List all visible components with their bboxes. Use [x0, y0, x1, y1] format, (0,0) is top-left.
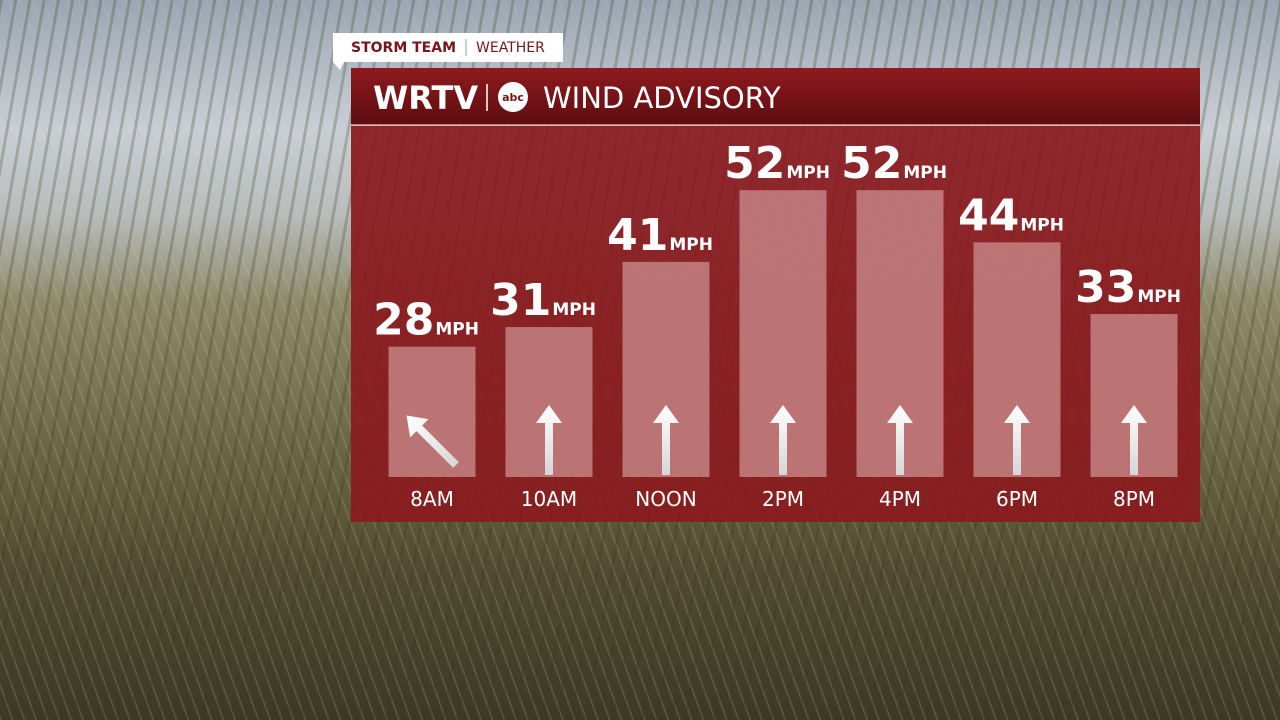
- wind-arrow-shape: [653, 405, 679, 475]
- x-tick-label: 2PM: [762, 487, 804, 511]
- wind-arrow: [770, 405, 796, 475]
- value-unit: MPH: [435, 320, 479, 340]
- value-unit: MPH: [903, 163, 947, 183]
- value-number: 52: [724, 138, 785, 189]
- network-logo: [498, 82, 528, 112]
- value-number: 33: [1075, 262, 1136, 313]
- value-label: 28MPH: [373, 295, 479, 346]
- chart-title: WIND ADVISORY: [543, 81, 781, 115]
- wind-arrow-shape: [536, 405, 562, 475]
- value-label: 33MPH: [1075, 262, 1181, 313]
- wind-arrow: [536, 405, 562, 475]
- value-label: 52MPH: [841, 138, 947, 189]
- wind-arrow: [1121, 405, 1147, 475]
- x-tick-label: 6PM: [996, 487, 1038, 511]
- bar: [388, 346, 476, 477]
- network-text: abc: [502, 91, 524, 104]
- x-tick-label: 4PM: [879, 487, 921, 511]
- tab-right: WEATHER: [476, 40, 545, 56]
- tab-left: STORM TEAM: [351, 40, 456, 56]
- value-label: 41MPH: [607, 210, 713, 261]
- x-tick-label: 8PM: [1113, 487, 1155, 511]
- x-tick-label: 10AM: [521, 487, 577, 511]
- station-logo: WRTV: [373, 79, 478, 117]
- value-unit: MPH: [1020, 215, 1064, 235]
- value-number: 28: [373, 295, 434, 346]
- value-number: 31: [490, 275, 551, 326]
- wind-arrow: [1004, 405, 1030, 475]
- wind-arrow-shape: [406, 415, 459, 468]
- wind-arrow: [887, 405, 913, 475]
- wind-arrow: [406, 415, 459, 468]
- x-tick-label: 8AM: [410, 487, 454, 511]
- value-label: 52MPH: [724, 138, 830, 189]
- value-unit: MPH: [669, 235, 713, 255]
- value-unit: MPH: [552, 300, 596, 320]
- wind-arrow-shape: [1004, 405, 1030, 475]
- value-unit: MPH: [1137, 287, 1181, 307]
- value-unit: MPH: [786, 163, 830, 183]
- value-number: 44: [958, 190, 1019, 241]
- value-number: 52: [841, 138, 902, 189]
- tab: STORM TEAM WEATHER: [333, 33, 563, 70]
- value-label: 31MPH: [490, 275, 596, 326]
- value-number: 41: [607, 210, 668, 261]
- plot: 28MPH8AM31MPH10AM41MPHNOON52MPH2PM52MPH4…: [373, 138, 1181, 511]
- header-bar: [351, 68, 1200, 125]
- wind-arrow-shape: [1121, 405, 1147, 475]
- x-tick-label: NOON: [635, 487, 696, 511]
- wind-arrow-shape: [887, 405, 913, 475]
- tab-box: [333, 33, 563, 70]
- value-label: 44MPH: [958, 190, 1064, 241]
- wind-arrow-shape: [770, 405, 796, 475]
- wind-arrow: [653, 405, 679, 475]
